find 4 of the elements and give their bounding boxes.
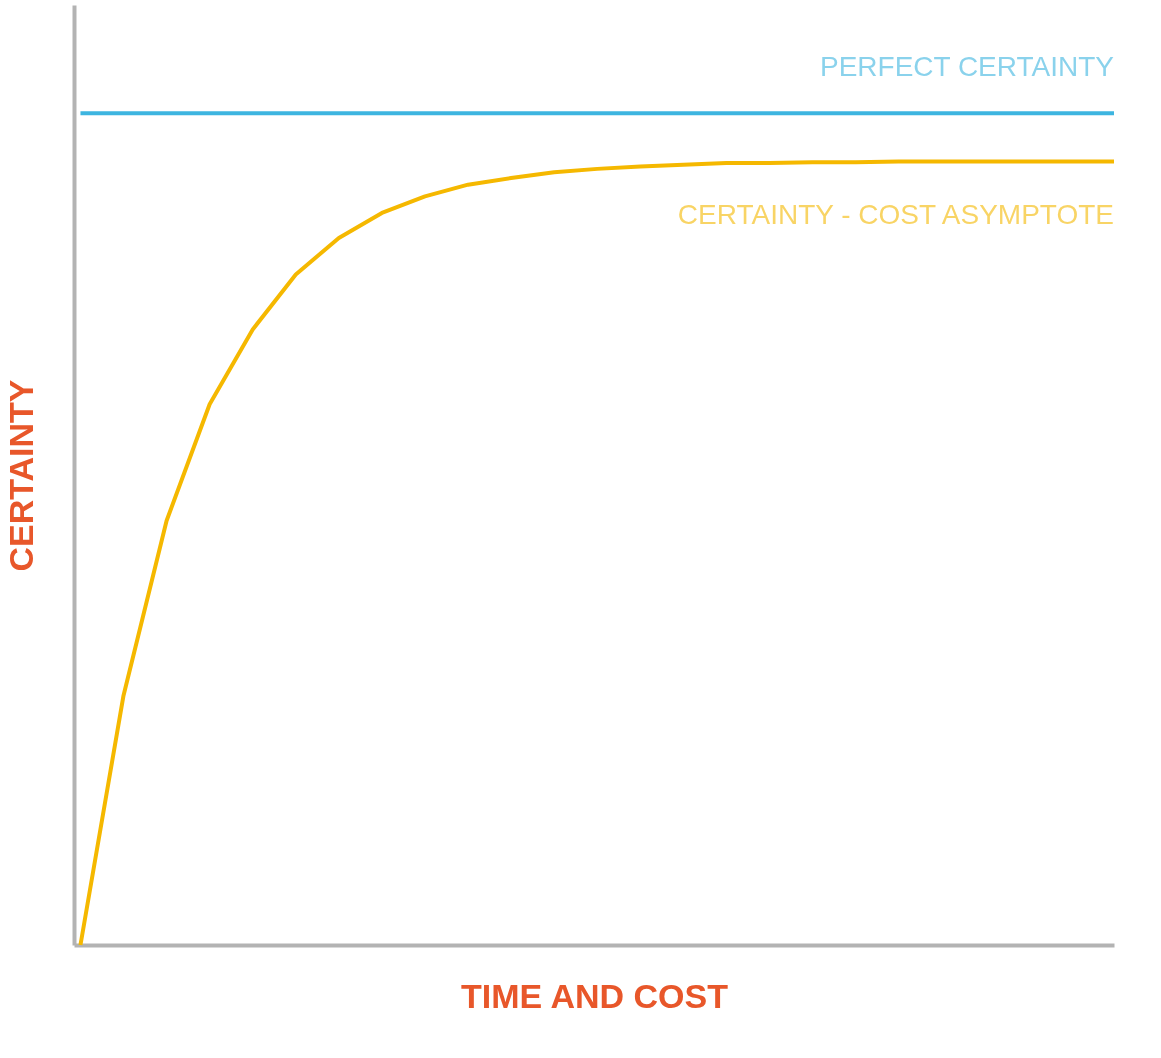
series-label: CERTAINTY - COST ASYMPTOTE xyxy=(677,199,1114,231)
x-axis-title: TIME AND COST xyxy=(461,976,729,1015)
series-label: PERFECT CERTAINTY xyxy=(819,51,1115,83)
y-axis-title: CERTAINTY xyxy=(1,379,40,572)
